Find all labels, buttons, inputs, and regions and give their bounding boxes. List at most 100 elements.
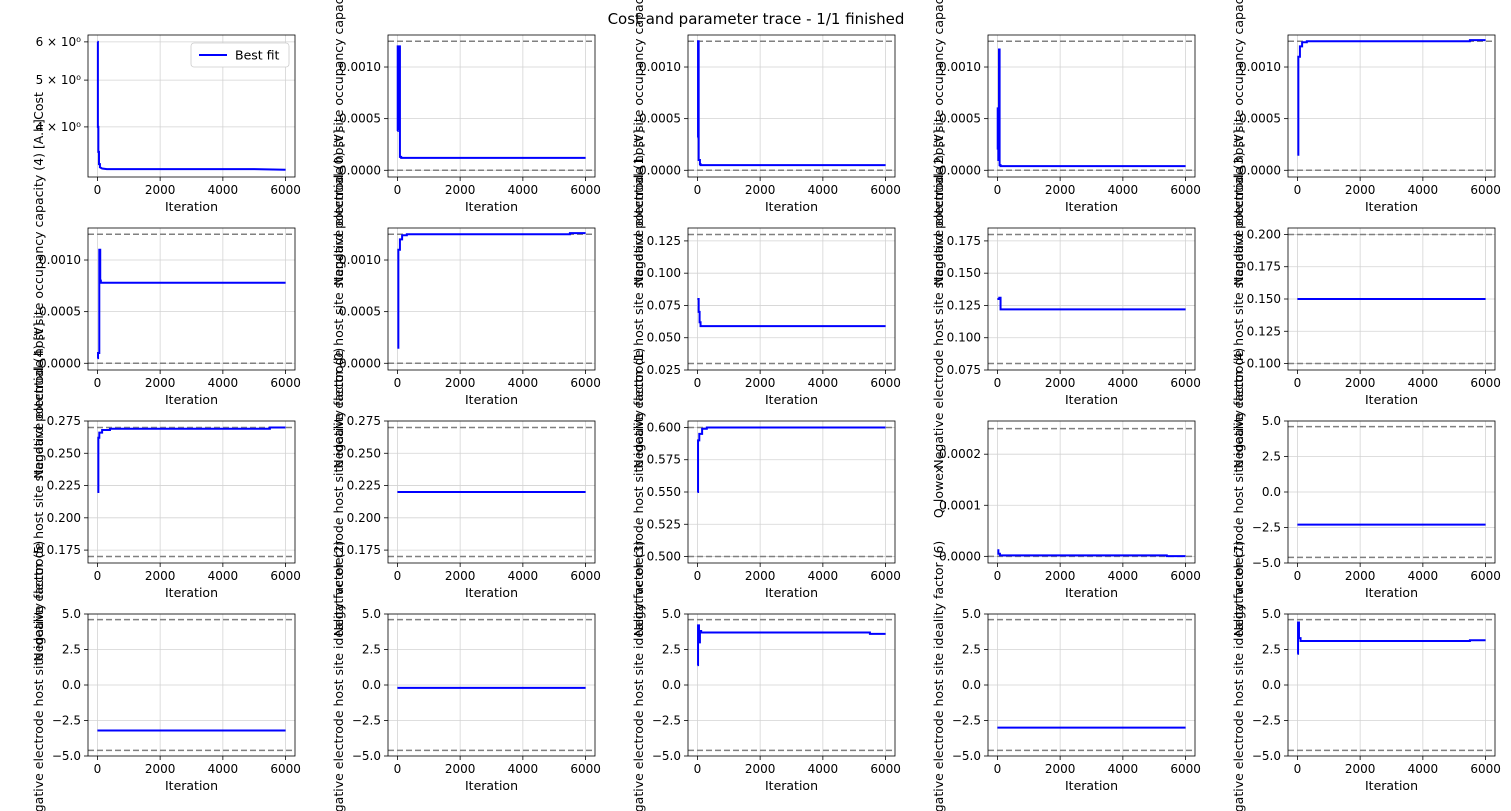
x-axis-label: Iteration xyxy=(1065,199,1118,214)
x-tick-label: 6000 xyxy=(270,569,301,583)
y-tick-label: 0.0010 xyxy=(39,253,81,267)
x-axis-label: Iteration xyxy=(765,199,818,214)
series-line-1 xyxy=(697,624,886,667)
x-axis-label: Iteration xyxy=(1365,199,1418,214)
subplot-15: 0 2000 4000 6000 −5.0 −2.5 0.0 2.5 5.0 Iteration N… xyxy=(1231,348,1501,637)
axes-frame xyxy=(87,34,296,178)
x-tick-label: 0 xyxy=(1294,183,1302,197)
y-tick-label: 2.5 xyxy=(62,643,81,657)
subplot-1: 0 2000 4000 6000 4 × 10⁰ 5 × 10⁰ 6 × 10⁰ Iterat… xyxy=(31,34,301,214)
y-tick-label: 0.0005 xyxy=(39,305,81,319)
x-tick-label: 6000 xyxy=(1170,762,1201,776)
x-tick-label: 6000 xyxy=(1170,376,1201,390)
x-tick-label: 2000 xyxy=(1345,183,1376,197)
axes-frame xyxy=(987,34,1196,178)
y-tick-label: 0.175 xyxy=(1247,260,1281,274)
y-tick-label: 0.100 xyxy=(947,331,981,345)
y-tick-label: 0.025 xyxy=(647,363,681,377)
y-tick-label: 0.0005 xyxy=(639,112,681,126)
subplot-13: 0 2000 4000 6000 0.500 0.525 0.550 0.575 0.600 It… xyxy=(631,348,901,637)
x-tick-label: 2000 xyxy=(745,376,776,390)
y-tick-label: 0.0010 xyxy=(339,253,381,267)
y-axis-label: Negative electrode host site ideality fa… xyxy=(1231,348,1246,637)
x-tick-label: 4000 xyxy=(808,569,839,583)
y-axis-label: Negative electrode host site ideality fa… xyxy=(631,348,646,637)
y-axis-label: Negative electrode host site ideality fa… xyxy=(31,541,46,811)
x-tick-label: 4000 xyxy=(208,762,239,776)
series-line-1 xyxy=(396,45,586,159)
y-axis-label: Negative electrode host site occupancy c… xyxy=(931,0,946,286)
y-tick-label: 5.0 xyxy=(962,607,981,621)
series-line-1 xyxy=(96,40,286,171)
y-tick-label: −5.0 xyxy=(1252,749,1281,763)
x-axis-label: Iteration xyxy=(1365,392,1418,407)
x-tick-label: 2000 xyxy=(745,762,776,776)
axes-frame xyxy=(987,420,1196,564)
y-axis-label: Negative electrode host site standard po… xyxy=(31,322,46,661)
series-line-1 xyxy=(397,232,586,349)
x-tick-label: 0 xyxy=(94,762,102,776)
x-tick-label: 4000 xyxy=(1408,183,1439,197)
x-tick-label: 4000 xyxy=(1408,569,1439,583)
x-tick-label: 4000 xyxy=(1108,376,1139,390)
x-tick-label: 0 xyxy=(1294,762,1302,776)
x-tick-label: 2000 xyxy=(745,183,776,197)
subplot-7: 0 2000 4000 6000 0.0000 0.0005 0.0010 Iteration… xyxy=(331,129,601,468)
y-tick-label: 0.0 xyxy=(1262,678,1281,692)
legend-box xyxy=(190,42,290,68)
y-tick-label: 0.0000 xyxy=(339,163,381,177)
y-tick-label: 0.200 xyxy=(1247,227,1281,241)
y-axis-label: Negative electrode host site ideality fa… xyxy=(1231,541,1246,811)
y-tick-label: 0.125 xyxy=(647,234,681,248)
x-tick-label: 4000 xyxy=(208,376,239,390)
series-line-1 xyxy=(1297,621,1486,655)
x-tick-label: 0 xyxy=(1294,569,1302,583)
y-tick-label: 0.225 xyxy=(347,479,381,493)
y-axis-label: Negative electrode host site occupancy c… xyxy=(331,0,346,286)
x-tick-label: 0 xyxy=(694,762,702,776)
x-tick-label: 2000 xyxy=(445,376,476,390)
y-tick-label: 0.500 xyxy=(647,550,681,564)
axes-frame xyxy=(87,227,296,371)
x-tick-label: 2000 xyxy=(1045,569,1076,583)
x-tick-label: 6000 xyxy=(570,762,601,776)
x-tick-label: 2000 xyxy=(145,762,176,776)
x-tick-label: 6000 xyxy=(1470,569,1501,583)
x-axis-label: Iteration xyxy=(1365,585,1418,600)
axes-frame xyxy=(87,420,296,564)
y-tick-label: −2.5 xyxy=(352,714,381,728)
y-tick-label: 0.075 xyxy=(647,298,681,312)
series-line-1 xyxy=(697,40,886,167)
y-tick-label: 5 × 10⁰ xyxy=(36,73,82,87)
y-tick-label: 0.0 xyxy=(662,678,681,692)
y-tick-label: 0.100 xyxy=(1247,357,1281,371)
x-tick-label: 2000 xyxy=(1045,183,1076,197)
y-tick-label: 0.0000 xyxy=(939,549,981,563)
x-tick-label: 2000 xyxy=(1045,762,1076,776)
x-tick-label: 4000 xyxy=(1108,762,1139,776)
axes-frame xyxy=(1287,34,1496,178)
subplot-10: 0 2000 4000 6000 0.100 0.125 0.150 0.175 0.200 It… xyxy=(1231,129,1501,468)
y-tick-label: 0.225 xyxy=(47,479,81,493)
x-tick-label: 0 xyxy=(994,569,1002,583)
x-tick-label: 2000 xyxy=(1345,376,1376,390)
axes-frame xyxy=(387,227,596,371)
y-tick-label: 6 × 10⁰ xyxy=(36,35,82,49)
subplot-11: 0 2000 4000 6000 0.175 0.200 0.225 0.250 0.275 It… xyxy=(31,322,301,661)
subplot-17: 0 2000 4000 6000 −5.0 −2.5 0.0 2.5 5.0 Iteration N… xyxy=(331,541,601,811)
y-axis-label: Negative electrode host site ideality fa… xyxy=(931,541,946,811)
x-tick-label: 0 xyxy=(94,183,102,197)
x-tick-label: 4000 xyxy=(808,183,839,197)
y-tick-label: 0.175 xyxy=(347,543,381,557)
subplot-16: 0 2000 4000 6000 −5.0 −2.5 0.0 2.5 5.0 Iteration N… xyxy=(31,541,301,811)
subplot-18: 0 2000 4000 6000 −5.0 −2.5 0.0 2.5 5.0 Iteration N… xyxy=(631,541,901,811)
y-tick-label: 0.050 xyxy=(647,331,681,345)
y-tick-label: 0.575 xyxy=(647,453,681,467)
axes-frame xyxy=(387,420,596,564)
x-axis-label: Iteration xyxy=(465,199,518,214)
y-tick-label: 0.0005 xyxy=(339,112,381,126)
y-tick-label: 0.100 xyxy=(647,266,681,280)
x-tick-label: 0 xyxy=(394,376,402,390)
y-tick-label: 0.525 xyxy=(647,517,681,531)
